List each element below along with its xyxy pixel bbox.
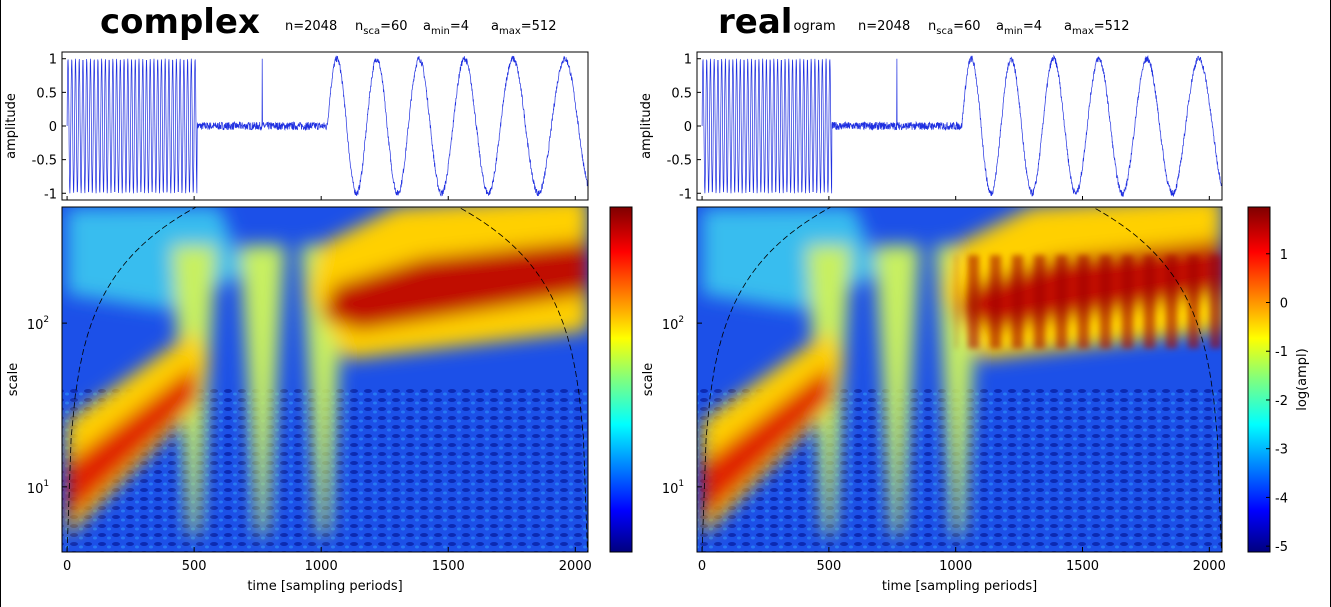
y-tick-label: 1 xyxy=(684,53,692,68)
x-tick-label: 0 xyxy=(63,559,71,574)
param: nsca=60 xyxy=(928,19,981,37)
y-tick-label: 101 xyxy=(27,479,49,497)
colorbar-tick-label: -1 xyxy=(1275,345,1288,360)
y-tick-label: -0.5 xyxy=(667,154,692,169)
param-main: a xyxy=(491,19,499,34)
feature xyxy=(239,245,286,537)
param-sub: min xyxy=(1004,26,1023,37)
tick-exponent: 1 xyxy=(43,479,49,489)
param: amin=4 xyxy=(423,19,469,37)
tick-exponent: 2 xyxy=(43,315,49,325)
param-sub: max xyxy=(1072,26,1094,37)
y-tick-label: -1 xyxy=(44,187,57,202)
signal-axes xyxy=(61,51,589,201)
param: amax=512 xyxy=(491,19,556,37)
signal-line xyxy=(66,55,588,197)
param-sub: sca xyxy=(363,26,380,37)
x-tick-label: 1000 xyxy=(939,559,972,574)
cone-of-influence xyxy=(66,207,588,552)
param-rest: =512 xyxy=(1094,19,1130,34)
signal-ylabel: amplitude xyxy=(639,93,654,159)
colorbar-label: log(ampl) xyxy=(1295,348,1310,410)
feature-stripes xyxy=(955,255,1222,349)
tick-base: 10 xyxy=(662,318,679,333)
param: amax=512 xyxy=(1064,19,1129,37)
y-tick-label: 102 xyxy=(662,315,684,333)
feature xyxy=(702,365,834,524)
param-rest: =60 xyxy=(953,19,980,34)
scale-ylabel: scale xyxy=(641,363,656,397)
cone-of-influence xyxy=(701,207,1222,552)
param-main: a xyxy=(423,19,431,34)
param-sub: max xyxy=(499,26,521,37)
colorbar xyxy=(1247,206,1271,553)
x-tick-label: 500 xyxy=(182,559,207,574)
x-tick-label: 2000 xyxy=(559,559,592,574)
scalogram-axes xyxy=(61,206,589,553)
x-tick-label: 2000 xyxy=(1193,559,1226,574)
y-tick-label: 0 xyxy=(684,120,692,135)
scalogram-axes xyxy=(696,206,1223,553)
tick-exponent: 1 xyxy=(678,479,684,489)
scalogram xyxy=(697,207,1222,552)
tick-base: 10 xyxy=(662,482,679,497)
feature xyxy=(67,365,200,524)
x-tick-label: 1500 xyxy=(432,559,465,574)
colorbar-tick-label: -5 xyxy=(1275,540,1288,555)
panel-title: complex xyxy=(100,2,260,42)
param-main: n xyxy=(928,19,936,34)
y-tick-label: -0.5 xyxy=(32,154,57,169)
panel-title: real xyxy=(718,2,792,42)
x-tick-label: 1500 xyxy=(1066,559,1099,574)
signal-ylabel: amplitude xyxy=(4,93,19,159)
param-main: a xyxy=(996,19,1004,34)
param-rest: =4 xyxy=(1023,19,1042,34)
scale-ylabel: scale xyxy=(6,363,21,397)
y-tick-label: -1 xyxy=(679,187,692,202)
x-tick-label: 0 xyxy=(698,559,706,574)
scalogram-features xyxy=(67,207,588,537)
signal-line xyxy=(701,54,1222,198)
tick-exponent: 2 xyxy=(678,315,684,325)
y-tick-label: 102 xyxy=(27,315,49,333)
scalogram xyxy=(62,207,588,552)
colorbar-tick-label: -4 xyxy=(1275,491,1288,506)
y-tick-label: 101 xyxy=(662,479,684,497)
colorbar-tick-label: -3 xyxy=(1275,443,1288,458)
param: nsca=60 xyxy=(355,19,408,37)
title-bg xyxy=(716,4,794,38)
x-axis-label: time [sampling periods] xyxy=(882,579,1037,594)
param: amin=4 xyxy=(996,19,1042,37)
param: n=2048 xyxy=(285,19,337,34)
param-main: a xyxy=(1064,19,1072,34)
param-rest: =512 xyxy=(521,19,557,34)
feature xyxy=(874,245,920,537)
param-sub: min xyxy=(431,26,450,37)
tick-base: 10 xyxy=(27,482,44,497)
colorbar-tick-label: 0 xyxy=(1280,297,1288,312)
x-tick-label: 500 xyxy=(816,559,841,574)
param: n=2048 xyxy=(858,19,910,34)
param-rest: =4 xyxy=(450,19,469,34)
y-tick-label: 0.5 xyxy=(36,86,57,101)
y-tick-label: 0 xyxy=(49,120,57,135)
colorbar-tick-label: -2 xyxy=(1275,394,1288,409)
param-main: n xyxy=(355,19,363,34)
y-tick-label: 1 xyxy=(49,53,57,68)
x-tick-label: 1000 xyxy=(305,559,338,574)
x-axis-label: time [sampling periods] xyxy=(247,579,402,594)
param-rest: =60 xyxy=(380,19,407,34)
param-sub: sca xyxy=(936,26,953,37)
y-tick-label: 0.5 xyxy=(671,86,692,101)
colorbar xyxy=(609,206,633,553)
tick-base: 10 xyxy=(27,318,44,333)
colorbar-tick-label: 1 xyxy=(1280,248,1288,263)
feature xyxy=(321,240,588,331)
